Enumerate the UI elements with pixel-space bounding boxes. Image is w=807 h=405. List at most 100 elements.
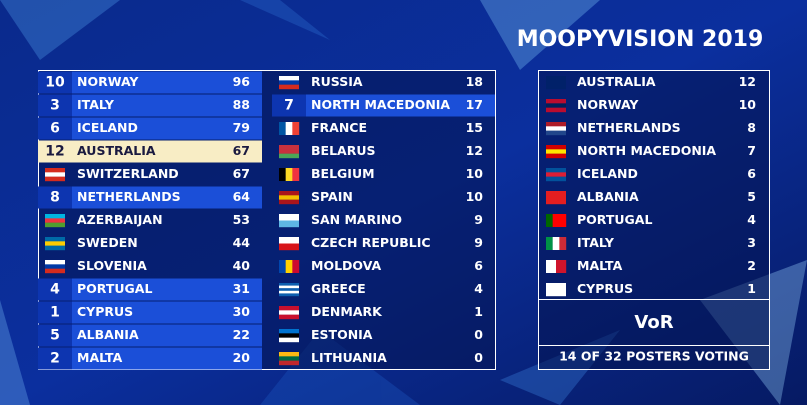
voter-name: VoR [634, 312, 673, 333]
score: 12 [466, 143, 483, 158]
flag-stripe [546, 82, 566, 90]
country: ITALY [77, 97, 115, 112]
country: SAN MARINO [311, 212, 402, 227]
flag-stripe [546, 130, 566, 136]
points-received: 7 [284, 98, 294, 114]
points-box [38, 324, 72, 347]
score: 31 [233, 281, 250, 296]
flag-stripe [279, 333, 299, 338]
score: 15 [466, 120, 483, 135]
flag-stripe [279, 360, 299, 366]
country: CYPRUS [77, 304, 133, 319]
flag-stripe [279, 195, 299, 200]
flag-stripe [279, 283, 299, 286]
flag-stripe [279, 214, 299, 221]
flag-stripe [285, 168, 293, 181]
flag-stripe [45, 176, 65, 182]
flag-stripe [45, 222, 65, 228]
points-box [38, 94, 72, 117]
points-box [38, 117, 72, 140]
flag-stripe [279, 290, 299, 294]
flag-stripe [279, 314, 299, 320]
points-given: 2 [747, 258, 756, 273]
score: 1 [474, 304, 483, 319]
flag-stripe [279, 191, 299, 196]
row-highlight [38, 186, 262, 209]
score: 0 [474, 350, 483, 365]
country: SWEDEN [77, 235, 138, 250]
country: ALBANIA [77, 327, 139, 342]
row-highlight [38, 278, 262, 301]
score: 4 [474, 281, 483, 296]
flag-stripe [546, 149, 566, 154]
row-highlight [38, 301, 262, 324]
country: AUSTRALIA [577, 74, 656, 89]
flag-stripe [45, 218, 65, 223]
points-received: 8 [50, 190, 60, 206]
flag-stripe [279, 337, 299, 343]
flag-stripe [279, 310, 299, 315]
flag-stripe [279, 243, 299, 251]
score: 9 [474, 212, 483, 227]
score: 44 [233, 235, 251, 250]
score: 96 [233, 74, 251, 89]
points-received: 4 [50, 282, 60, 298]
flag-stripe [546, 260, 557, 273]
flag-stripe [45, 260, 65, 265]
flag-stripe [546, 172, 566, 177]
flag-stripe [279, 199, 299, 205]
flag-stripe [45, 168, 65, 173]
flag-stripe [279, 329, 299, 334]
score: 30 [233, 304, 251, 319]
flag-stripe [279, 293, 299, 297]
points-box [272, 94, 306, 117]
flag-stripe [546, 99, 566, 104]
score: 6 [474, 258, 483, 273]
row-highlight [38, 347, 262, 370]
flag-stripe [556, 260, 567, 273]
points-given: 7 [747, 143, 756, 158]
flag-stripe [45, 237, 65, 242]
flag-stripe [279, 237, 299, 244]
points-given: 12 [739, 74, 756, 89]
flag-stripe [546, 197, 566, 205]
points-given: 10 [739, 97, 757, 112]
country: NORTH MACEDONIA [311, 97, 450, 112]
points-received: 1 [50, 305, 60, 321]
flag-stripe [45, 245, 65, 251]
row-highlight [38, 140, 262, 163]
flag-stripe [292, 260, 300, 273]
country: LITHUANIA [311, 350, 387, 365]
flag-stripe [279, 122, 286, 135]
flag-stripe [279, 153, 299, 159]
row-highlight [38, 324, 262, 347]
score: 53 [233, 212, 250, 227]
country: MALTA [77, 350, 123, 365]
score: 10 [466, 166, 484, 181]
row-highlight [38, 117, 262, 140]
score: 88 [233, 97, 250, 112]
flag-stripe [292, 122, 300, 135]
country: NETHERLANDS [577, 120, 681, 135]
flag-stripe [546, 122, 566, 127]
flag-stripe [559, 214, 567, 227]
flag-stripe [559, 237, 567, 250]
flag-stripe [546, 153, 566, 159]
country: BELGIUM [311, 166, 375, 181]
flag-stripe [279, 84, 299, 90]
flag-stripe [279, 356, 299, 361]
flag-stripe [279, 220, 299, 228]
flag-stripe [546, 126, 566, 131]
score: 9 [474, 235, 483, 250]
points-given: 5 [747, 189, 756, 204]
flag-stripe [279, 76, 299, 81]
country: NETHERLANDS [77, 189, 181, 204]
country: FRANCE [311, 120, 367, 135]
country: MALTA [577, 258, 623, 273]
points-received: 12 [45, 144, 64, 160]
flag-stripe [45, 241, 65, 246]
flag-stripe [279, 352, 299, 357]
points-box [38, 347, 72, 370]
country: RUSSIA [311, 74, 363, 89]
